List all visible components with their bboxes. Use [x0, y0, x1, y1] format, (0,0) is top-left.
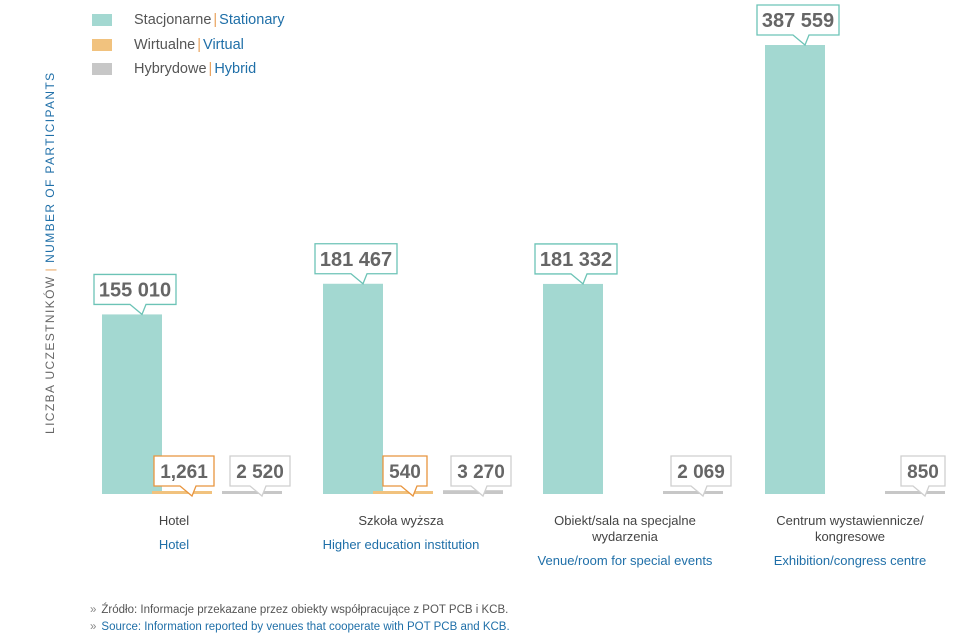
category-label-pl: Szkoła wyższa: [358, 513, 444, 528]
legend-label-pl: Wirtualne: [134, 36, 196, 53]
category-label-exhibition: Centrum wystawiennicze/ kongresowe Exhib…: [755, 513, 945, 569]
legend-item-hybrid: Hybrydowe | Hybrid: [92, 57, 284, 82]
category-label-en: Venue/room for special events: [537, 553, 713, 568]
data-label-virtual-1: 540: [389, 462, 421, 483]
legend-item-virtual: Wirtualne | Virtual: [92, 33, 284, 58]
data-label-hybrid-2: 2 069: [677, 462, 725, 483]
legend-label-en: Hybrid: [214, 61, 257, 78]
category-label-en: Higher education institution: [322, 537, 480, 552]
bar-virtual-0: [152, 491, 212, 494]
legend-label-pl: Stacjonarne: [134, 12, 212, 29]
bullet-icon: »: [90, 621, 97, 633]
bar-hybrid-2: [663, 491, 723, 494]
legend-label-en: Stationary: [219, 12, 285, 29]
legend-label-en: Virtual: [203, 36, 244, 53]
bar-stationary-3: [765, 45, 825, 494]
legend-swatch-virtual: [92, 38, 112, 51]
source-line-pl: » Źródło: Informacje przekazane przez obi…: [90, 602, 510, 619]
data-label-hybrid-1: 3 270: [457, 462, 505, 483]
data-label-callout-hybrid-3: [900, 455, 946, 498]
bullet-icon: »: [90, 604, 97, 616]
legend-swatch-hybrid: [92, 63, 112, 76]
data-label-callout-stationary-3: [756, 4, 840, 47]
legend-item-stationary: Stacjonarne | Stationary: [92, 8, 284, 33]
data-label-callout-stationary-1: [314, 243, 398, 285]
data-label-callout-hybrid-1: [450, 455, 512, 498]
data-label-callout-hybrid-0: [229, 455, 291, 498]
bar-virtual-1: [373, 491, 433, 494]
legend-separator: |: [197, 36, 202, 53]
data-label-stationary-2: 181 332: [540, 249, 612, 271]
category-label-en: Hotel: [158, 537, 190, 552]
data-label-hybrid-3: 850: [907, 462, 939, 483]
bar-hybrid-1: [443, 490, 503, 494]
category-label-venue: Obiekt/sala na specjalne wydarzenia Venu…: [535, 513, 715, 569]
bar-hybrid-3: [885, 491, 945, 494]
category-label-higher-education: Szkoła wyższa Higher education instituti…: [296, 513, 506, 553]
bar-chart: 155 010 181 467 181 332 387 559 1,261 540 2 52…: [93, 4, 946, 498]
category-label-pl: Obiekt/sala na specjalne wydarzenia: [554, 513, 696, 544]
data-label-callout-virtual-0: [153, 455, 215, 498]
data-label-stationary-3: 387 559: [762, 10, 834, 32]
data-label-callout-virtual-1: [382, 455, 428, 498]
legend-separator: |: [208, 61, 213, 78]
bar-stationary-0: [102, 314, 162, 494]
legend-separator: |: [213, 12, 218, 29]
data-label-callout-stationary-2: [534, 243, 618, 285]
data-label-callout-stationary-0: [93, 273, 177, 316]
category-label-pl: Centrum wystawiennicze/ kongresowe: [776, 513, 924, 544]
category-label-en: Exhibition/congress centre: [773, 553, 927, 568]
bar-stationary-2: [543, 283, 603, 494]
legend: Stacjonarne | Stationary Wirtualne | Vir…: [92, 8, 284, 82]
data-label-stationary-0: 155 010: [99, 279, 171, 301]
bar-stationary-1: [323, 283, 383, 494]
data-label-callout-hybrid-2: [670, 455, 732, 498]
source-text-pl: Źródło: Informacje przekazane przez obie…: [101, 604, 509, 616]
source-note: » Źródło: Informacje przekazane przez obi…: [90, 602, 510, 636]
category-label-hotel: Hotel Hotel: [84, 513, 264, 553]
data-label-hybrid-0: 2 520: [236, 462, 284, 483]
source-line-en: » Source: Information reported by venues …: [90, 619, 510, 636]
data-label-virtual-0: 1,261: [160, 462, 208, 483]
bar-hybrid-0: [222, 491, 282, 494]
legend-label-pl: Hybrydowe: [134, 61, 207, 78]
legend-swatch-stationary: [92, 14, 112, 27]
data-label-stationary-1: 181 467: [320, 249, 392, 271]
source-text-en: Source: Information reported by venues t…: [101, 621, 510, 633]
category-label-pl: Hotel: [158, 513, 190, 528]
